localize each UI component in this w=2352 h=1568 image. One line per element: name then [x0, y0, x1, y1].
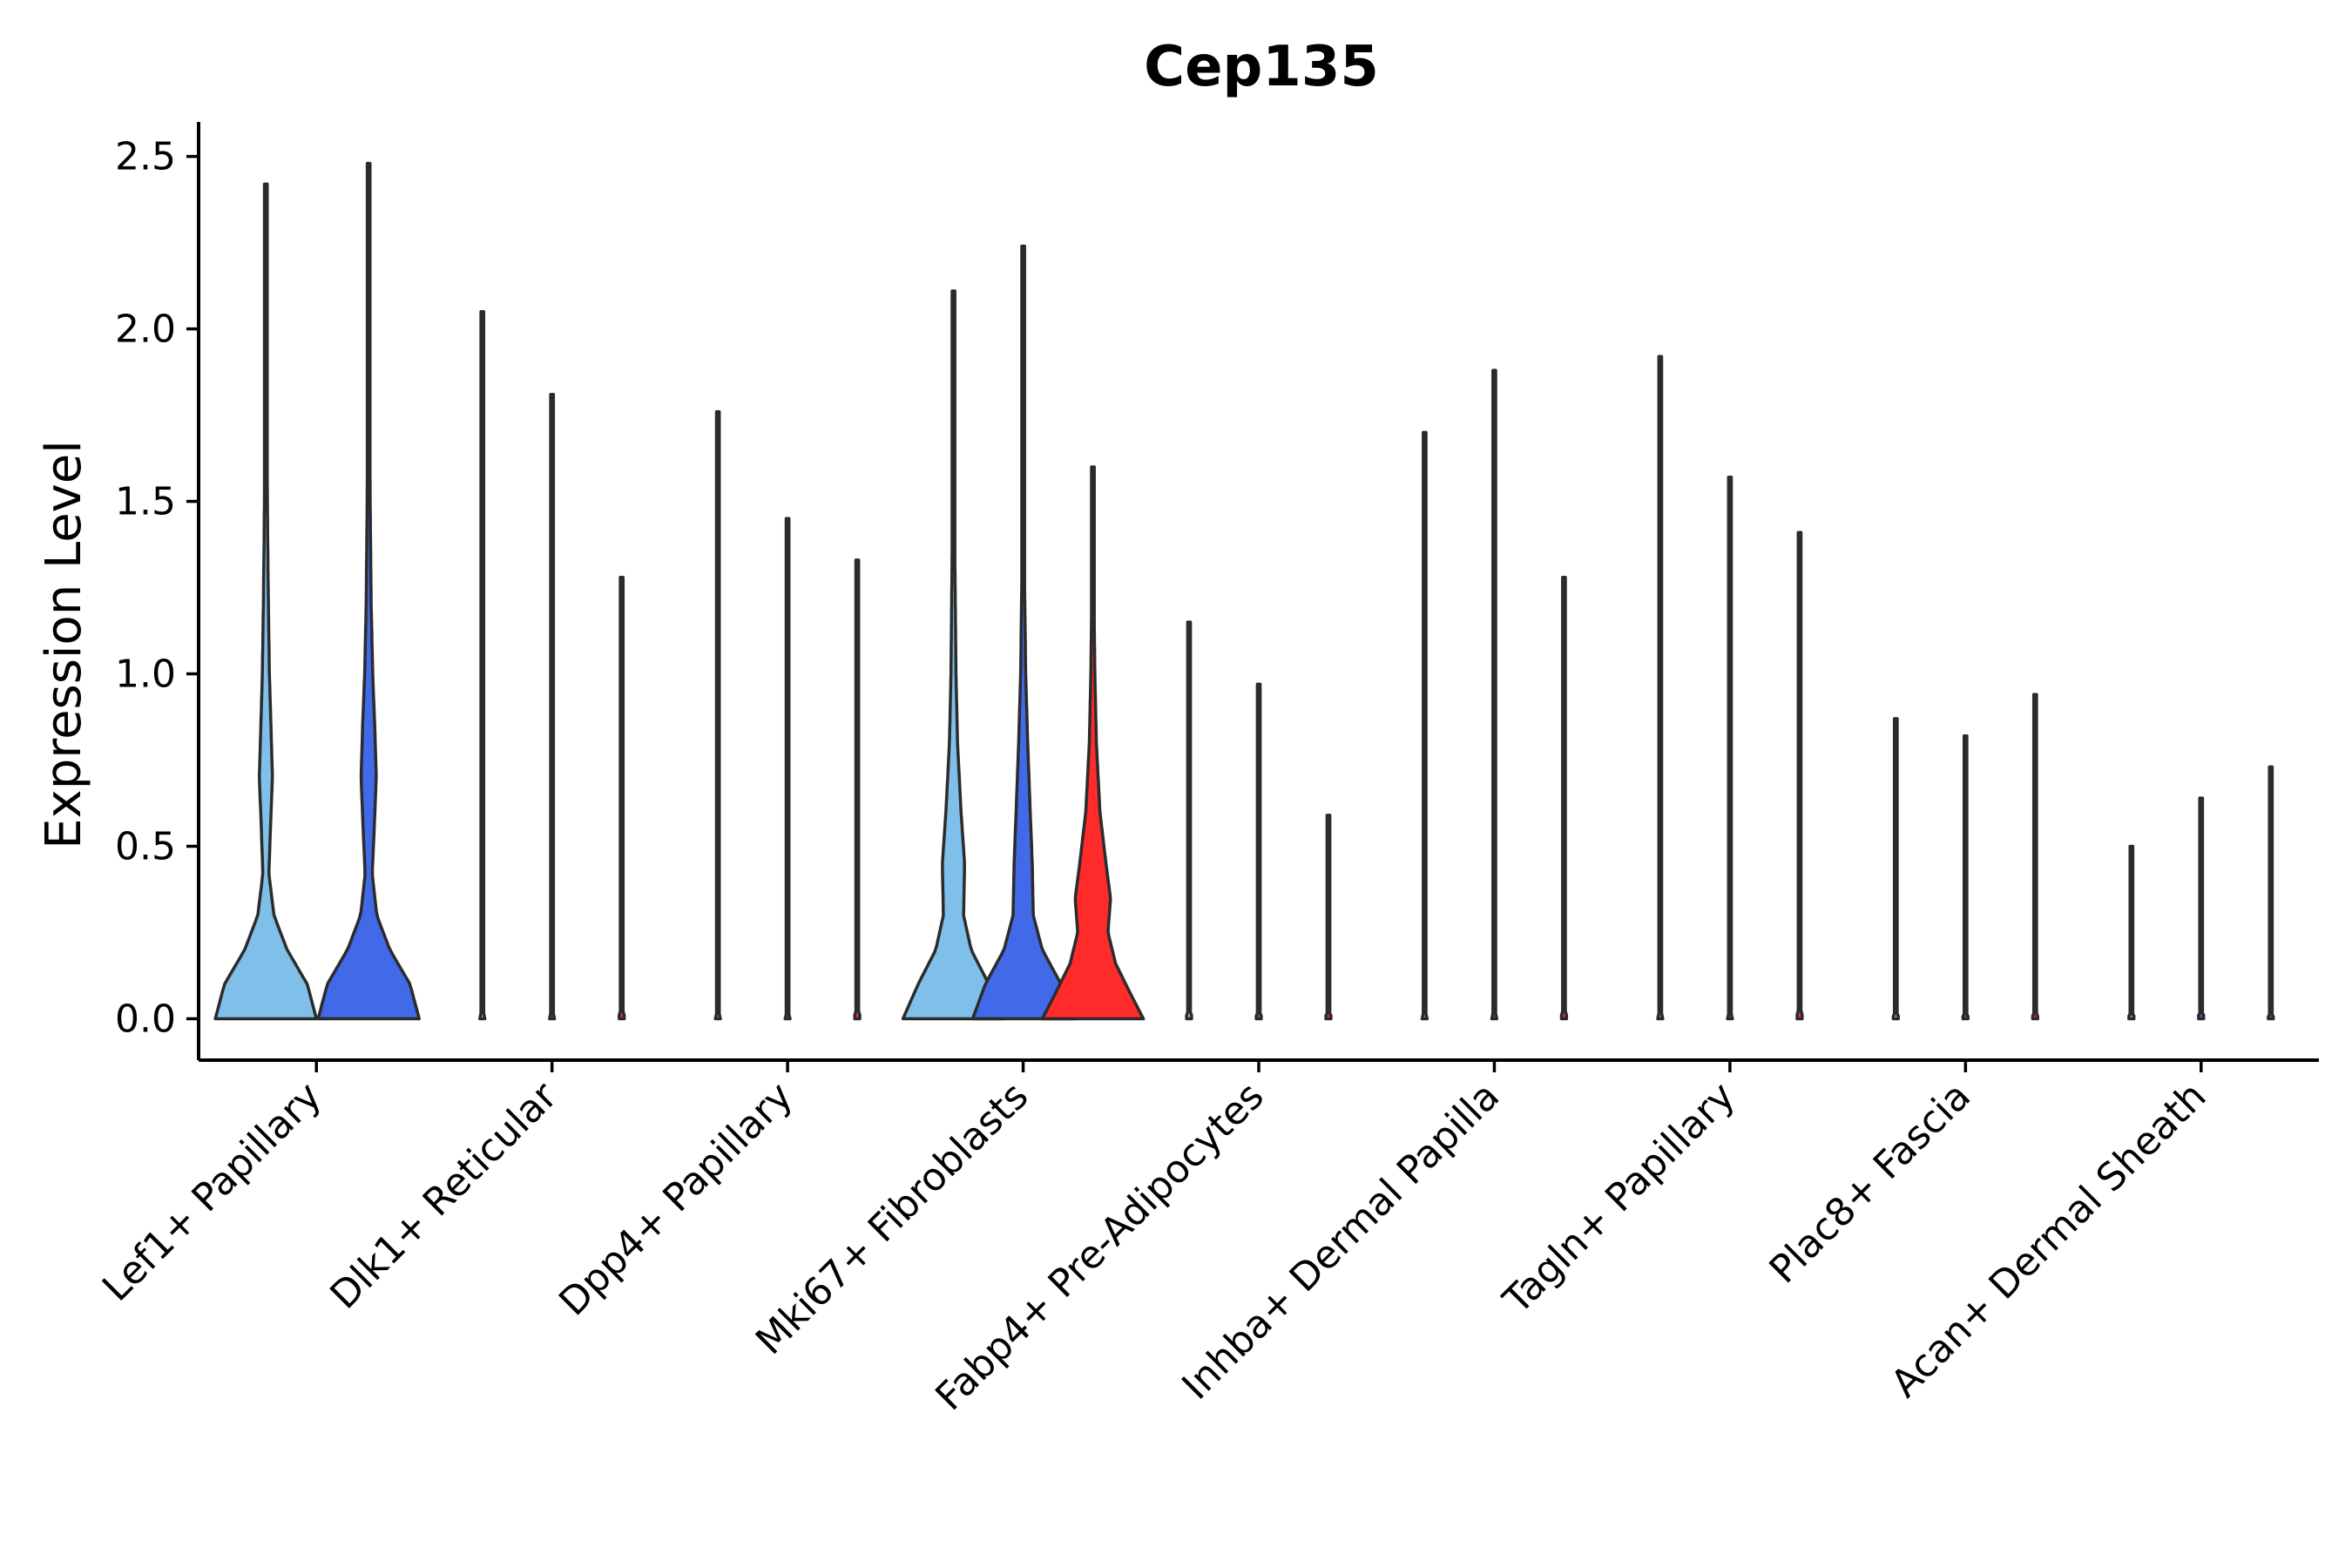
x-tick-label: Tagln+ Papillary: [1495, 1074, 1744, 1323]
y-tick-label: 0.5: [115, 825, 176, 869]
x-tick-label: Mki67+ Fibroblasts: [747, 1074, 1037, 1363]
violin-group-3-9: [2267, 765, 2275, 1021]
chart-title: Cep135: [1144, 35, 1379, 99]
violin-group-2-4: [970, 244, 1076, 1021]
violin-group-1-1: [213, 182, 318, 1021]
violin-group-1-8: [1891, 717, 1900, 1021]
violin-group-3-7: [1795, 531, 1804, 1021]
violin-group-1-2: [478, 310, 487, 1021]
violin-group-1-9: [2127, 844, 2136, 1021]
violin-group-1-6: [1420, 430, 1429, 1021]
x-tick-label: Dlk1+ Reticular: [321, 1073, 566, 1318]
y-tick-label: 1.5: [115, 480, 176, 524]
violin-group-1-7: [1656, 355, 1665, 1021]
violin-group-3-3: [853, 558, 862, 1021]
violin-group-2-8: [1961, 734, 1970, 1021]
violin-group-2-5: [1254, 682, 1263, 1021]
y-tick-label: 0.0: [115, 997, 176, 1041]
violin-group-3-6: [1559, 575, 1569, 1021]
y-tick-label: 2.0: [115, 308, 176, 352]
violin-group-1-5: [1185, 620, 1193, 1021]
y-tick-label: 1.0: [115, 652, 176, 697]
violin-group-3-4: [1040, 465, 1146, 1021]
violin-group-3-8: [2031, 693, 2039, 1021]
x-tick-label: Lef1+ Papillary: [94, 1074, 330, 1310]
violins-layer: [213, 161, 2275, 1021]
x-tick-label: Dpp4+ Papillary: [551, 1074, 801, 1325]
y-axis-label: Expression Level: [36, 440, 92, 849]
violin-group-2-2: [548, 393, 557, 1021]
y-tick-label: 2.5: [115, 135, 176, 179]
violin-group-1-3: [713, 409, 722, 1021]
x-tick-label: Plac8+ Fascia: [1761, 1074, 1980, 1293]
violin-group-2-9: [2197, 796, 2206, 1021]
violin-group-2-7: [1726, 476, 1734, 1021]
violin-group-2-3: [783, 517, 792, 1021]
violin-group-1-4: [901, 289, 1006, 1021]
violin-group-3-2: [618, 575, 626, 1021]
y-axis: 0.0 0.5 1.0 1.5 2.0 2.5: [115, 122, 200, 1060]
violin-group-3-5: [1324, 814, 1333, 1021]
violin-group-2-6: [1490, 368, 1499, 1021]
violin-group-2-1: [316, 161, 421, 1021]
